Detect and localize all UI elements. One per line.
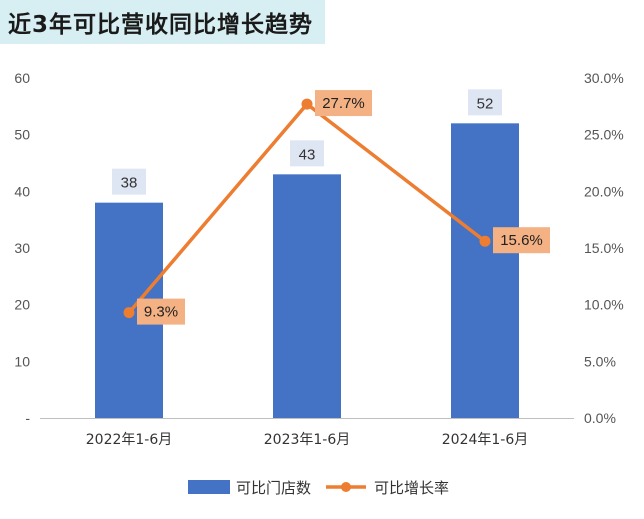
y-left-tick-label: 50 (14, 127, 30, 143)
line-data-label: 27.7% (322, 95, 365, 112)
bar-data-label: 38 (121, 175, 138, 192)
line-point (123, 307, 135, 319)
bar-data-label: 52 (477, 95, 494, 112)
bar (273, 174, 341, 418)
y-left-tick-label: 40 (14, 183, 30, 199)
line-data-label: 9.3% (144, 304, 178, 321)
bar-label-box (468, 89, 502, 116)
x-tick-label: 2024年1-6月 (442, 432, 529, 448)
y-right-tick-label: 15.0% (584, 240, 624, 256)
chart-title: 近3年可比营收同比增长趋势 (8, 12, 314, 38)
bar (451, 123, 519, 418)
line-label-box (137, 298, 185, 325)
y-left-tick-label: - (25, 410, 30, 426)
bar-data-label: 43 (299, 146, 316, 163)
y-left-tick-label: 20 (14, 297, 30, 313)
line-point (301, 98, 313, 110)
line-label-box (493, 227, 550, 254)
line-data-label: 15.6% (500, 232, 543, 249)
y-left-tick-label: 30 (14, 240, 30, 256)
y-right-tick-label: 0.0% (584, 410, 616, 426)
y-right-tick-label: 5.0% (584, 353, 616, 369)
line-point (479, 235, 491, 247)
legend-bar-label: 可比门店数 (236, 479, 311, 497)
y-right-tick-label: 10.0% (584, 297, 624, 313)
y-left-tick-label: 60 (14, 70, 30, 86)
title-banner: 近3年可比营收同比增长趋势 (0, 0, 326, 44)
legend-line-marker (341, 482, 351, 492)
y-left-tick-label: 10 (14, 353, 30, 369)
bar-label-box (112, 168, 146, 195)
line-label-box (315, 90, 372, 117)
x-tick-label: 2022年1-6月 (86, 432, 173, 448)
legend-line-label: 可比增长率 (374, 479, 449, 497)
x-tick-label: 2023年1-6月 (264, 432, 351, 448)
y-right-tick-label: 20.0% (584, 183, 624, 199)
legend-bar-swatch (188, 480, 230, 494)
y-right-tick-label: 30.0% (584, 70, 624, 86)
bar-label-box (290, 140, 324, 167)
y-right-tick-label: 25.0% (584, 127, 624, 143)
